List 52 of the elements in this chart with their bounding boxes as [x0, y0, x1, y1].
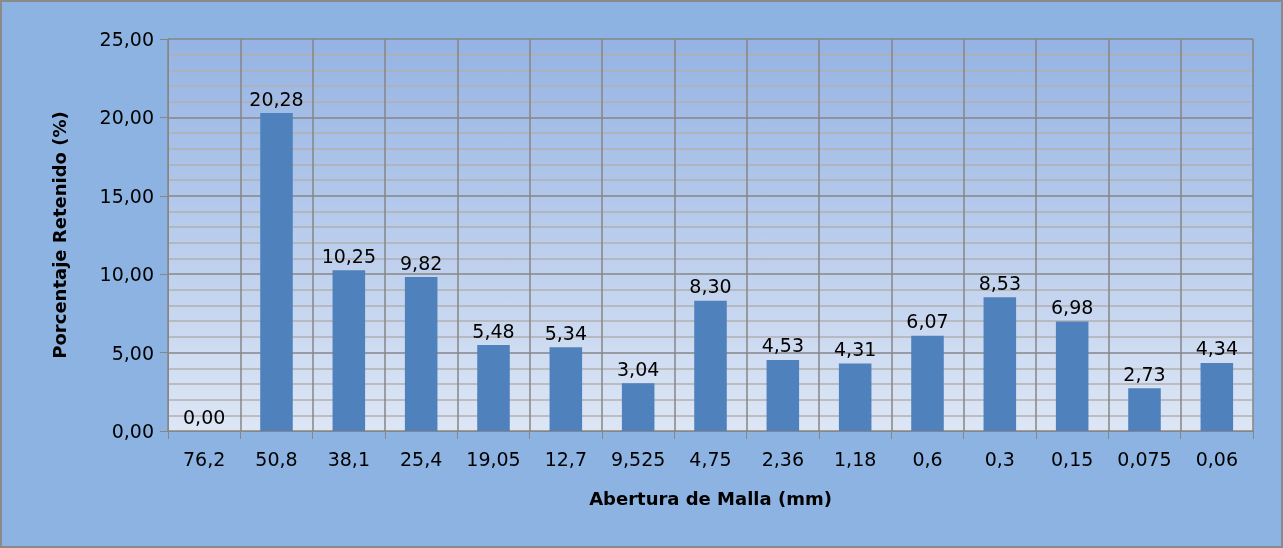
bar — [549, 347, 583, 431]
y-tick-label: 0,00 — [111, 420, 154, 442]
y-tick-label: 15,00 — [99, 184, 154, 207]
x-tick-label: 0,06 — [1195, 447, 1238, 470]
data-label: 4,34 — [1195, 337, 1238, 360]
bar — [332, 270, 366, 431]
bar — [1055, 321, 1089, 431]
data-label: 5,48 — [472, 319, 515, 342]
data-label: 6,07 — [906, 310, 949, 333]
x-tick-label: 0,6 — [912, 447, 943, 470]
x-tick-label: 38,1 — [327, 447, 370, 470]
data-label: 20,28 — [249, 87, 304, 110]
bar — [983, 297, 1017, 431]
data-label: 3,04 — [617, 357, 660, 380]
data-label: 6,98 — [1051, 296, 1094, 319]
x-tick-label: 4,75 — [689, 447, 732, 470]
data-label: 2,73 — [1123, 362, 1166, 385]
x-tick-label: 50,8 — [255, 447, 298, 470]
x-tick-label: 0,3 — [984, 447, 1015, 470]
y-tick-label: 5,00 — [111, 341, 154, 364]
data-label: 9,82 — [400, 251, 443, 274]
bar — [621, 383, 655, 431]
x-tick-label: 19,05 — [466, 447, 521, 470]
x-tick-label: 2,36 — [761, 447, 804, 470]
data-label: 4,53 — [761, 334, 804, 357]
y-tick-label: 25,00 — [99, 28, 154, 50]
bar — [260, 113, 293, 431]
bar — [1200, 362, 1234, 431]
x-tick-label: 76,2 — [183, 447, 226, 470]
x-tick-label: 0,075 — [1117, 447, 1172, 470]
bar — [404, 277, 438, 431]
x-tick-label: 25,4 — [400, 447, 443, 470]
data-label: 4,31 — [834, 337, 877, 360]
x-tick-label: 1,18 — [834, 447, 877, 470]
x-tick-label: 12,7 — [544, 447, 587, 470]
bar — [766, 359, 800, 431]
x-tick-label: 9,525 — [610, 447, 666, 470]
data-label: 5,34 — [544, 321, 587, 344]
data-label: 8,53 — [978, 271, 1021, 294]
data-label: 0,00 — [183, 405, 226, 428]
data-label: 8,30 — [689, 275, 732, 298]
bar — [477, 345, 510, 431]
bar — [838, 363, 872, 431]
data-label: 10,25 — [321, 244, 377, 267]
y-tick-label: 10,00 — [99, 263, 154, 286]
y-axis-title: Porcentaje Retenido (%) — [48, 111, 70, 359]
x-axis-title: Abertura de Malla (mm) — [589, 487, 832, 509]
bar — [1128, 388, 1161, 431]
bar — [694, 300, 727, 431]
x-tick-label: 0,15 — [1051, 447, 1094, 470]
bar — [911, 335, 944, 431]
y-tick-label: 20,00 — [99, 106, 154, 129]
